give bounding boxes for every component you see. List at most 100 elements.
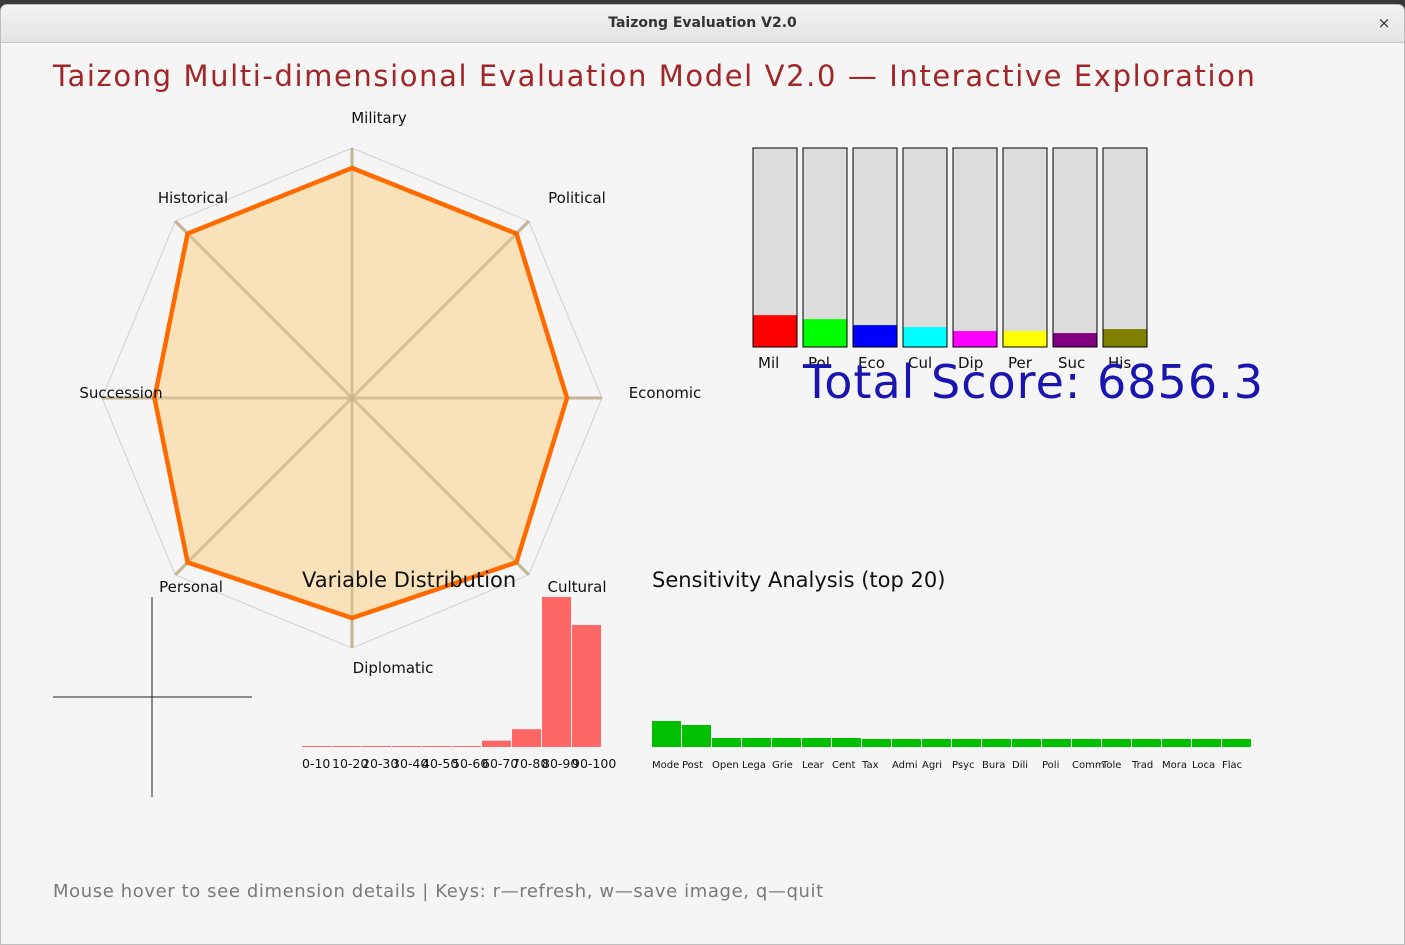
- sensitivity-bar-tax: [862, 739, 891, 747]
- radar-spoke: [350, 396, 530, 576]
- sensitivity-bar-tole: [1102, 739, 1131, 747]
- sensitivity-bar-post: [682, 725, 711, 747]
- histogram-bar-90-100: [572, 624, 601, 747]
- dimension-bar-fill-cul: [903, 327, 947, 347]
- sensitivity-bar-lega: [742, 738, 771, 747]
- dimension-bar-label-eco: Eco: [858, 354, 885, 372]
- radar-outline: [152, 165, 570, 621]
- variable-distribution-title: Variable Distribution: [302, 568, 517, 592]
- radar-fill: [154, 168, 567, 618]
- histogram-bin-label: 10-20: [332, 756, 368, 771]
- dimension-bar-track: [1052, 147, 1098, 348]
- sensitivity-label-agri: Agri: [922, 760, 942, 771]
- radar-spoke: [174, 396, 354, 576]
- dimension-bar-fill-his: [1103, 329, 1147, 347]
- dimension-bar-fill-suc: [1053, 333, 1097, 347]
- dimension-bar-track: [802, 147, 848, 348]
- footer-hint: Mouse hover to see dimension details | K…: [53, 881, 824, 902]
- sensitivity-label-comm: Comm: [1072, 760, 1105, 771]
- histogram-bar-80-90: [542, 597, 571, 747]
- sensitivity-label-lear: Lear: [802, 760, 825, 771]
- sensitivity-label-cent: Cent: [832, 760, 855, 771]
- sensitivity-bar-mora: [1162, 739, 1191, 747]
- sensitivity-label-loca: Loca: [1192, 760, 1215, 771]
- radar-axis-label-economic: Economic: [629, 384, 702, 402]
- dimension-bar-track: [852, 147, 898, 348]
- histogram-bin-label: 80-90: [542, 756, 578, 771]
- dimension-bar-frame: [1002, 147, 1048, 348]
- histogram-bar-20-30: [362, 746, 391, 747]
- dimension-bar-label-per: Per: [1008, 354, 1033, 372]
- radar-axis-label-military: Military: [351, 109, 407, 127]
- dimension-bar-label-cul: Cul: [908, 354, 932, 372]
- sensitivity-bar-lear: [802, 738, 831, 747]
- dimension-bar-fill-mil: [753, 315, 797, 347]
- histogram-bin-label: 70-80: [512, 756, 548, 771]
- dimension-bar-fill-pol: [803, 319, 847, 347]
- histogram-bin-label: 0-10: [302, 756, 330, 771]
- sensitivity-bar-open: [712, 738, 741, 747]
- total-score-value: 6856.3: [1097, 355, 1264, 409]
- sensitivity-analysis-title: Sensitivity Analysis (top 20): [652, 568, 946, 592]
- sensitivity-label-tole: Tole: [1101, 760, 1121, 771]
- dimension-bar-frame: [752, 147, 798, 348]
- histogram-bin-label: 60-70: [482, 756, 518, 771]
- dimension-bar-fill-eco: [853, 325, 897, 347]
- sensitivity-bar-admi: [892, 739, 921, 747]
- dimension-bar-fill-dip: [953, 331, 997, 347]
- sensitivity-label-open: Open: [712, 760, 739, 771]
- dimension-bar-track: [1002, 147, 1048, 348]
- histogram-bar-50-60: [452, 746, 481, 747]
- dimension-bar-track: [952, 147, 998, 348]
- radar-axis-label-cultural: Cultural: [547, 578, 606, 596]
- sensitivity-bar-trad: [1132, 739, 1161, 747]
- histogram-bar-70-80: [512, 729, 541, 747]
- sensitivity-bar-poli: [1042, 739, 1071, 747]
- dimension-bar-frame: [852, 147, 898, 348]
- sensitivity-bar-mode: [652, 721, 681, 747]
- sensitivity-bar-cent: [832, 738, 861, 747]
- histogram-bin-label: 50-60: [452, 756, 488, 771]
- total-score: Total Score: 6856.3: [803, 355, 1264, 409]
- sensitivity-bar-agri: [922, 739, 951, 747]
- histogram-bin-label: 90-100: [572, 756, 616, 771]
- sensitivity-label-poli: Poli: [1042, 760, 1059, 771]
- close-button[interactable]: ×: [1377, 14, 1391, 32]
- visualization-canvas[interactable]: Taizong Multi-dimensional Evaluation Mod…: [1, 43, 1404, 944]
- sensitivity-bar-flac: [1222, 739, 1251, 747]
- dimension-bar-label-mil: Mil: [758, 354, 779, 372]
- sensitivity-bar-comm: [1072, 739, 1101, 747]
- dimension-bar-frame: [802, 147, 848, 348]
- total-score-label: Total Score:: [803, 355, 1082, 409]
- chart-layer: Military Political Economic Cultural Diploma…: [53, 109, 1251, 797]
- dimension-bar-frame: [1052, 147, 1098, 348]
- dimension-bar-fill-per: [1003, 331, 1047, 347]
- dimension-bar-label-his: His: [1108, 354, 1131, 372]
- sensitivity-label-bura: Bura: [982, 760, 1005, 771]
- sensitivity-label-trad: Trad: [1131, 760, 1153, 771]
- sensitivity-bar-psyc: [952, 739, 981, 747]
- dimension-bar-label-pol: Pol: [808, 354, 830, 372]
- radar-axis-label-succession: Succession: [79, 384, 162, 402]
- histogram-bin-label: 40-50: [422, 756, 458, 771]
- histogram-bar-30-40: [392, 746, 421, 747]
- sensitivity-label-lega: Lega: [742, 760, 766, 771]
- histogram-bar-40-50: [422, 746, 451, 747]
- sensitivity-label-post: Post: [682, 760, 703, 771]
- radar-axis-label-historical: Historical: [158, 189, 228, 207]
- sensitivity-label-psyc: Psyc: [952, 760, 974, 771]
- page-title: Taizong Multi-dimensional Evaluation Mod…: [53, 59, 1257, 93]
- histogram-bar-10-20: [332, 746, 361, 747]
- sensitivity-bar-dili: [1012, 739, 1041, 747]
- dimension-bar-track: [902, 147, 948, 348]
- histogram-bar-0-10: [302, 746, 331, 747]
- histogram-bin-label: 30-40: [392, 756, 428, 771]
- dimension-bar-frame: [1102, 147, 1148, 348]
- sensitivity-bar-bura: [982, 739, 1011, 747]
- dimension-bar-frame: [952, 147, 998, 348]
- window-title: Taizong Evaluation V2.0: [608, 15, 797, 31]
- dimension-bar-frame: [902, 147, 948, 348]
- radar-spoke: [174, 220, 354, 400]
- window-titlebar[interactable]: Taizong Evaluation V2.0 ×: [1, 5, 1404, 43]
- sensitivity-bar-grie: [772, 738, 801, 747]
